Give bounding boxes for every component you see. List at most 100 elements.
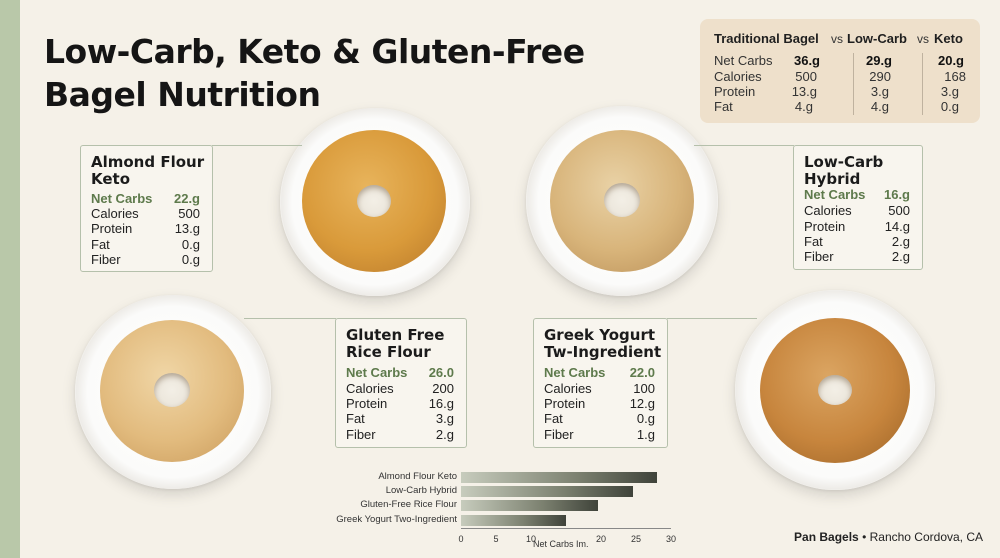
card-title: Gluten Free Rice Flour — [346, 326, 445, 361]
card-row-value: 2.g — [891, 234, 910, 249]
bagel-hole — [604, 183, 640, 217]
card-title: Greek Yogurt Tw-Ingredient — [544, 326, 662, 361]
compare-row-label: Calories — [714, 69, 762, 84]
card-row-label: Calories — [804, 203, 852, 218]
compare-vs-1: vs — [831, 32, 843, 46]
card-row-label: Protein — [804, 219, 846, 234]
card-row-value: 0.g — [181, 237, 200, 252]
card-row-label: Net Carbs — [91, 191, 153, 206]
compare-value: 13.g — [791, 84, 817, 99]
card-row-label: Fat — [346, 411, 365, 426]
card-row-value: 200 — [432, 381, 454, 396]
card-row-value: 22.g — [173, 191, 200, 206]
footer-location: Rancho Cordova, CA — [869, 530, 983, 544]
compare-row-label: Net Carbs — [714, 53, 773, 68]
card-row-label: Calories — [544, 381, 592, 396]
card-row-value: 12.g — [629, 396, 655, 411]
card-row-value: 3.g — [435, 411, 454, 426]
chart-category-label: Greek Yogurt Two-Ingredient — [336, 514, 457, 525]
chart-bar — [461, 486, 633, 497]
compare-header-keto: Keto — [934, 31, 963, 46]
card-connector — [694, 145, 794, 146]
card-row-label: Fiber — [804, 249, 834, 264]
left-accent-strip — [0, 0, 20, 558]
comparison-box: Traditional Bagel vs Low-Carb vs Keto Ne… — [700, 19, 980, 123]
chart-x-axis — [461, 528, 671, 529]
card-row-label: Fat — [804, 234, 823, 249]
compare-vs-2: vs — [917, 32, 929, 46]
card-row-label: Protein — [544, 396, 586, 411]
page-title-line-1: Low-Carb, Keto & Gluten-Free — [44, 32, 585, 71]
card-row-label: Calories — [91, 206, 139, 221]
card-row-value: 1.g — [636, 427, 655, 442]
card-row-value: 16.g — [428, 396, 454, 411]
footer-brand: Pan Bagels — [794, 530, 859, 544]
compare-value: 168 — [944, 69, 966, 84]
card-connector — [667, 318, 757, 319]
chart-x-tick-label: 25 — [630, 534, 642, 544]
card-row-value: 16.g — [883, 187, 910, 202]
compare-divider-1 — [853, 53, 854, 115]
compare-value: 36.g — [793, 53, 820, 68]
card-row-value: 2.g — [891, 249, 910, 264]
compare-value: 3.g — [940, 84, 959, 99]
chart-x-tick-label: 10 — [525, 534, 537, 544]
compare-row-label: Protein — [714, 84, 756, 99]
compare-value: 4.g — [870, 99, 889, 114]
compare-divider-2 — [922, 53, 923, 115]
chart-x-tick-label: 5 — [493, 534, 499, 544]
card-greek-yogurt: Greek Yogurt Tw-Ingredient Net Carbs 22.… — [533, 318, 668, 448]
card-row-label: Net Carbs — [346, 365, 408, 380]
card-row-value: 500 — [178, 206, 200, 221]
card-row-label: Fiber — [346, 427, 376, 442]
card-row-label: Calories — [346, 381, 394, 396]
compare-value: 20.g — [937, 53, 964, 68]
page-title: Low-Carb, Keto & Gluten-Free Bagel Nutri… — [44, 30, 585, 116]
chart-category-label: Low-Carb Hybrid — [385, 485, 457, 496]
chart-x-tick-label: 30 — [665, 534, 677, 544]
card-row-value: 26.0 — [428, 365, 454, 380]
card-row-label: Protein — [346, 396, 388, 411]
card-row-label: Fiber — [544, 427, 574, 442]
page-title-line-2: Bagel Nutrition — [44, 75, 321, 114]
compare-row-label: Fat — [714, 99, 733, 114]
chart-bar — [461, 472, 657, 483]
card-row-label: Fiber — [91, 252, 121, 267]
card-row-label: Fat — [544, 411, 563, 426]
card-row-label: Protein — [91, 221, 133, 236]
card-row-value: 13.g — [174, 221, 200, 236]
compare-value: 500 — [795, 69, 817, 84]
card-row-label: Net Carbs — [804, 187, 866, 202]
card-row-value: 500 — [888, 203, 910, 218]
card-row-label: Net Carbs — [544, 365, 606, 380]
compare-value: 0.g — [940, 99, 959, 114]
card-row-value: 2.g — [435, 427, 454, 442]
bagel-hole — [818, 375, 852, 405]
card-row-value: 0.g — [181, 252, 200, 267]
card-low-carb-hybrid: Low-Carb Hybrid Net Carbs 16.g Calories … — [793, 145, 923, 270]
net-carbs-bar-chart: Net Carbs Im. Almond Flour Keto Low-Carb … — [300, 465, 700, 558]
card-title: Low-Carb Hybrid — [804, 153, 884, 188]
card-title: Almond Flour Keto — [91, 153, 205, 188]
card-row-value: 100 — [633, 381, 655, 396]
compare-header-traditional: Traditional Bagel — [714, 31, 819, 46]
footer-credit: Pan Bagels • Rancho Cordova, CA — [794, 530, 983, 544]
chart-category-label: Gluten-Free Rice Flour — [360, 499, 457, 510]
card-connector — [212, 145, 302, 146]
card-row-value: 14.g — [884, 219, 910, 234]
chart-bar — [461, 515, 566, 526]
chart-x-tick-label: 20 — [595, 534, 607, 544]
card-row-label: Fat — [91, 237, 110, 252]
bagel-hole — [154, 373, 190, 407]
compare-header-lowcarb: Low-Carb — [847, 31, 907, 46]
chart-bar — [461, 500, 598, 511]
compare-value: 29.g — [865, 53, 892, 68]
card-row-value: 22.0 — [629, 365, 655, 380]
chart-category-label: Almond Flour Keto — [378, 471, 457, 482]
bagel-hole — [357, 185, 391, 217]
chart-x-axis-label: Net Carbs Im. — [533, 539, 589, 549]
footer-separator: • — [858, 530, 870, 544]
compare-value: 3.g — [870, 84, 889, 99]
card-almond-flour-keto: Almond Flour Keto Net Carbs 22.g Calorie… — [80, 145, 213, 272]
compare-value: 290 — [869, 69, 891, 84]
